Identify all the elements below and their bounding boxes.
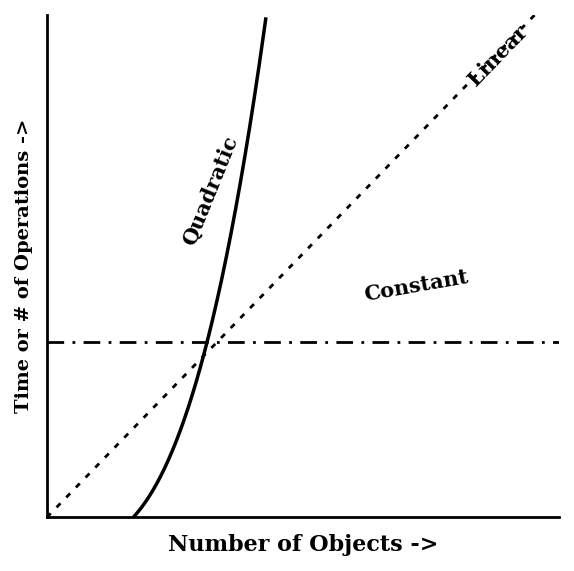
Y-axis label: Time or # of Operations ->: Time or # of Operations -> (15, 119, 33, 413)
X-axis label: Number of Objects ->: Number of Objects -> (168, 534, 438, 556)
Text: Linear: Linear (464, 21, 531, 90)
Text: Quadratic: Quadratic (180, 133, 242, 248)
Text: Constant: Constant (362, 267, 470, 305)
